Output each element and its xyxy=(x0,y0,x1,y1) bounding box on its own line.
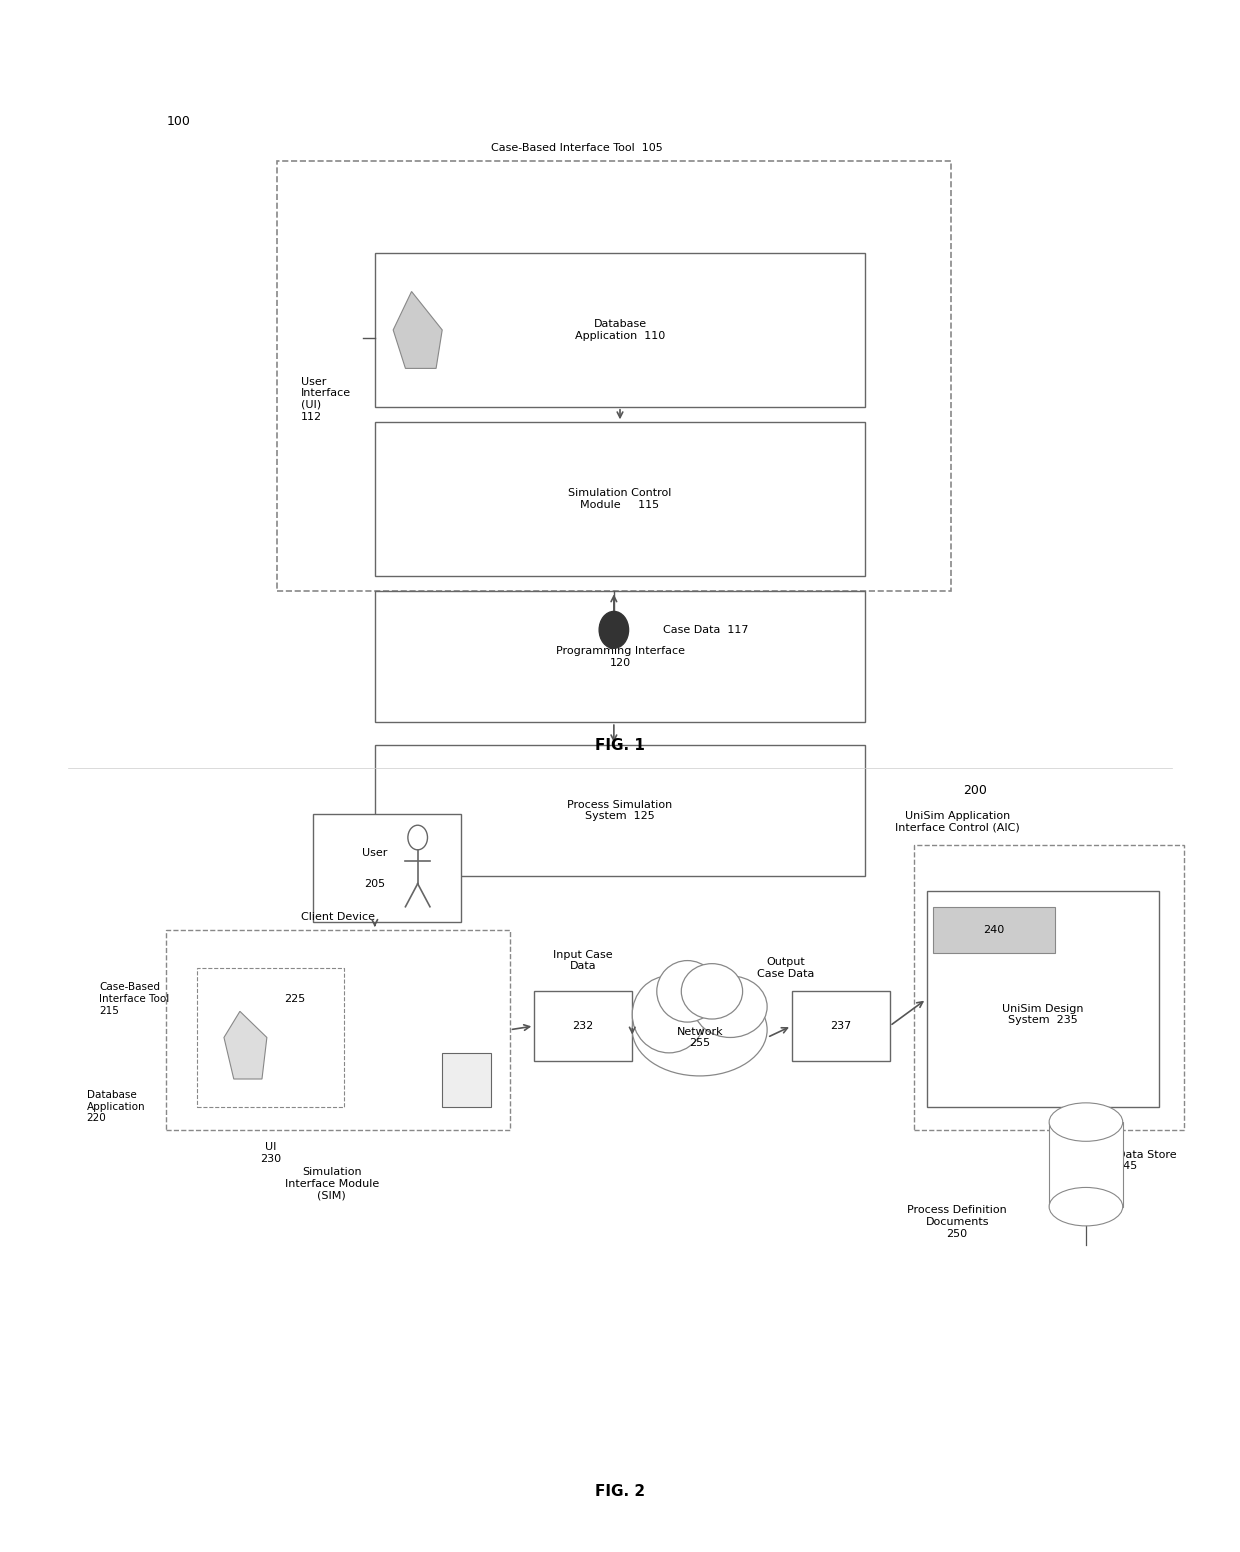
Text: Database
Application
220: Database Application 220 xyxy=(87,1090,145,1124)
Text: Input Case
Data: Input Case Data xyxy=(553,950,613,972)
Text: 240: 240 xyxy=(983,925,1004,934)
Ellipse shape xyxy=(632,984,768,1076)
Ellipse shape xyxy=(1049,1187,1122,1226)
Ellipse shape xyxy=(632,976,706,1052)
Text: User: User xyxy=(362,847,387,858)
Text: User
Interface
(UI)
112: User Interface (UI) 112 xyxy=(301,377,351,422)
FancyBboxPatch shape xyxy=(932,906,1055,953)
Text: FIG. 2: FIG. 2 xyxy=(595,1484,645,1499)
Circle shape xyxy=(599,611,629,649)
FancyBboxPatch shape xyxy=(374,253,866,407)
Text: UI
230: UI 230 xyxy=(260,1142,281,1164)
Text: Network
255: Network 255 xyxy=(676,1027,723,1048)
Text: 100: 100 xyxy=(166,115,190,127)
Text: Simulation
Interface Module
(SIM): Simulation Interface Module (SIM) xyxy=(285,1167,379,1200)
Text: Simulation Control
Module     115: Simulation Control Module 115 xyxy=(568,489,672,511)
Text: FIG. 1: FIG. 1 xyxy=(595,737,645,753)
Text: 232: 232 xyxy=(573,1021,594,1031)
Text: UniSim Application
Interface Control (AIC): UniSim Application Interface Control (AI… xyxy=(895,812,1019,833)
Polygon shape xyxy=(393,292,443,368)
Text: Case-Based Interface Tool  105: Case-Based Interface Tool 105 xyxy=(491,143,663,154)
Text: Data Store
245: Data Store 245 xyxy=(1116,1150,1177,1172)
FancyBboxPatch shape xyxy=(374,422,866,576)
Text: Database
Application  110: Database Application 110 xyxy=(575,320,665,341)
Text: UniSim Design
System  235: UniSim Design System 235 xyxy=(1002,1004,1084,1026)
Polygon shape xyxy=(224,1012,267,1079)
Text: Client Device: Client Device xyxy=(301,913,374,922)
Text: Output
Case Data: Output Case Data xyxy=(756,958,815,979)
Text: 200: 200 xyxy=(963,784,987,796)
FancyBboxPatch shape xyxy=(314,815,460,922)
Text: Programming Interface
120: Programming Interface 120 xyxy=(556,646,684,667)
FancyBboxPatch shape xyxy=(791,992,890,1060)
Ellipse shape xyxy=(657,961,718,1023)
FancyBboxPatch shape xyxy=(926,891,1159,1107)
Ellipse shape xyxy=(693,976,768,1037)
Ellipse shape xyxy=(681,964,743,1020)
Text: 237: 237 xyxy=(830,1021,852,1031)
Text: Case Data  117: Case Data 117 xyxy=(663,625,749,635)
FancyBboxPatch shape xyxy=(534,992,632,1060)
Text: Case-Based
Interface Tool
215: Case-Based Interface Tool 215 xyxy=(99,982,169,1015)
FancyBboxPatch shape xyxy=(1049,1122,1122,1206)
FancyBboxPatch shape xyxy=(443,1052,491,1107)
Text: 205: 205 xyxy=(365,878,386,889)
Text: Process Definition
Documents
250: Process Definition Documents 250 xyxy=(908,1206,1007,1238)
Text: 225: 225 xyxy=(284,993,306,1004)
FancyBboxPatch shape xyxy=(374,591,866,722)
FancyBboxPatch shape xyxy=(374,745,866,875)
Ellipse shape xyxy=(1049,1103,1122,1141)
Text: Process Simulation
System  125: Process Simulation System 125 xyxy=(568,799,672,821)
